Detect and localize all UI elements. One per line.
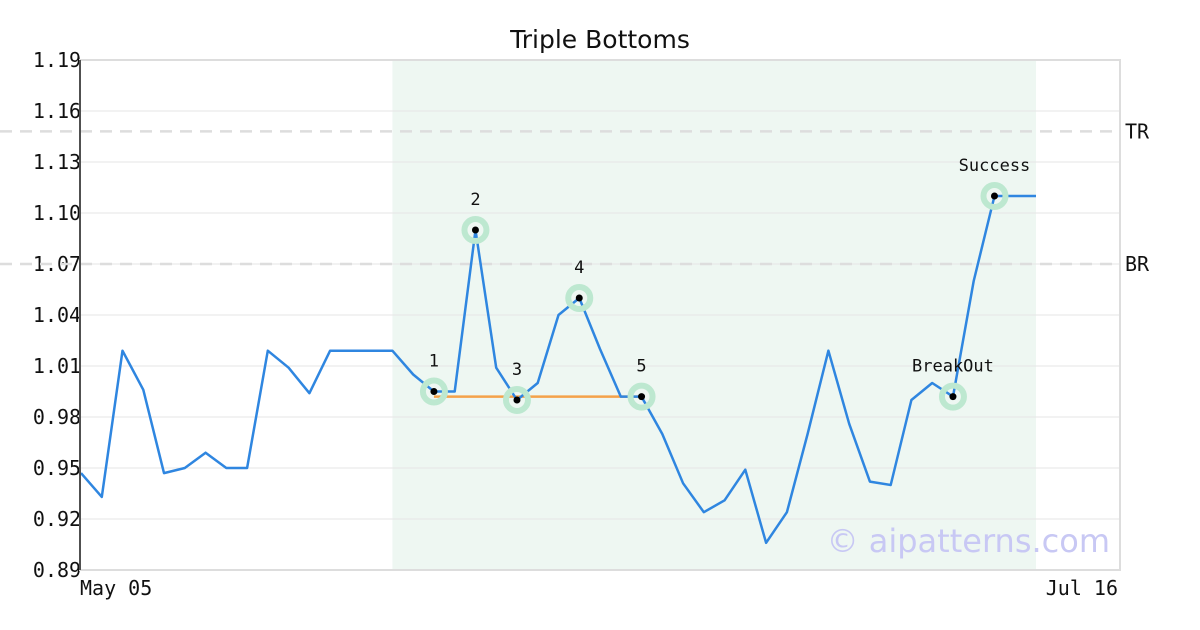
x-tick-label-end: Jul 16 xyxy=(1046,576,1118,600)
y-tick-label: 1.19 xyxy=(33,48,81,72)
point-marker-success xyxy=(990,192,998,200)
chart-title: Triple Bottoms xyxy=(509,25,690,54)
point-label-5: 5 xyxy=(636,357,646,377)
point-ring-4 xyxy=(565,284,594,312)
point-label-breakout: BreakOut xyxy=(912,357,994,377)
y-tick-label: 1.04 xyxy=(33,303,81,327)
point-marker-1 xyxy=(430,388,438,395)
point-ring-3 xyxy=(502,386,531,414)
point-ring-1 xyxy=(419,377,448,406)
y-tick-label: 0.89 xyxy=(33,558,81,582)
point-marker-4 xyxy=(575,294,583,302)
price-series-line xyxy=(80,194,1036,545)
watermark: © aipatterns.com xyxy=(827,522,1110,560)
point-marker-3 xyxy=(513,396,521,404)
level-label-br: BR xyxy=(1125,252,1150,276)
point-label-1: 1 xyxy=(429,352,439,372)
x-tick-label-start: May 05 xyxy=(80,576,152,600)
level-label-tr: TR xyxy=(1125,119,1150,143)
y-tick-label: 0.95 xyxy=(33,456,81,480)
y-tick-label: 1.13 xyxy=(33,150,81,174)
point-label-success: Success xyxy=(959,156,1031,176)
point-marker-breakout xyxy=(949,393,957,401)
point-label-4: 4 xyxy=(574,258,584,278)
y-tick-label: 0.92 xyxy=(33,507,81,531)
y-tick-label: 1.01 xyxy=(33,354,81,378)
point-ring-2 xyxy=(461,216,490,244)
y-tick-label: 1.10 xyxy=(33,201,81,225)
point-ring-breakout xyxy=(938,382,967,411)
point-marker-5 xyxy=(638,393,646,401)
point-label-3: 3 xyxy=(512,360,522,380)
point-marker-2 xyxy=(471,226,479,234)
y-tick-label: 1.16 xyxy=(33,99,81,123)
point-ring-5 xyxy=(627,382,656,411)
point-ring-success xyxy=(980,182,1009,210)
y-tick-label: 0.98 xyxy=(33,405,81,429)
point-label-2: 2 xyxy=(470,190,480,210)
